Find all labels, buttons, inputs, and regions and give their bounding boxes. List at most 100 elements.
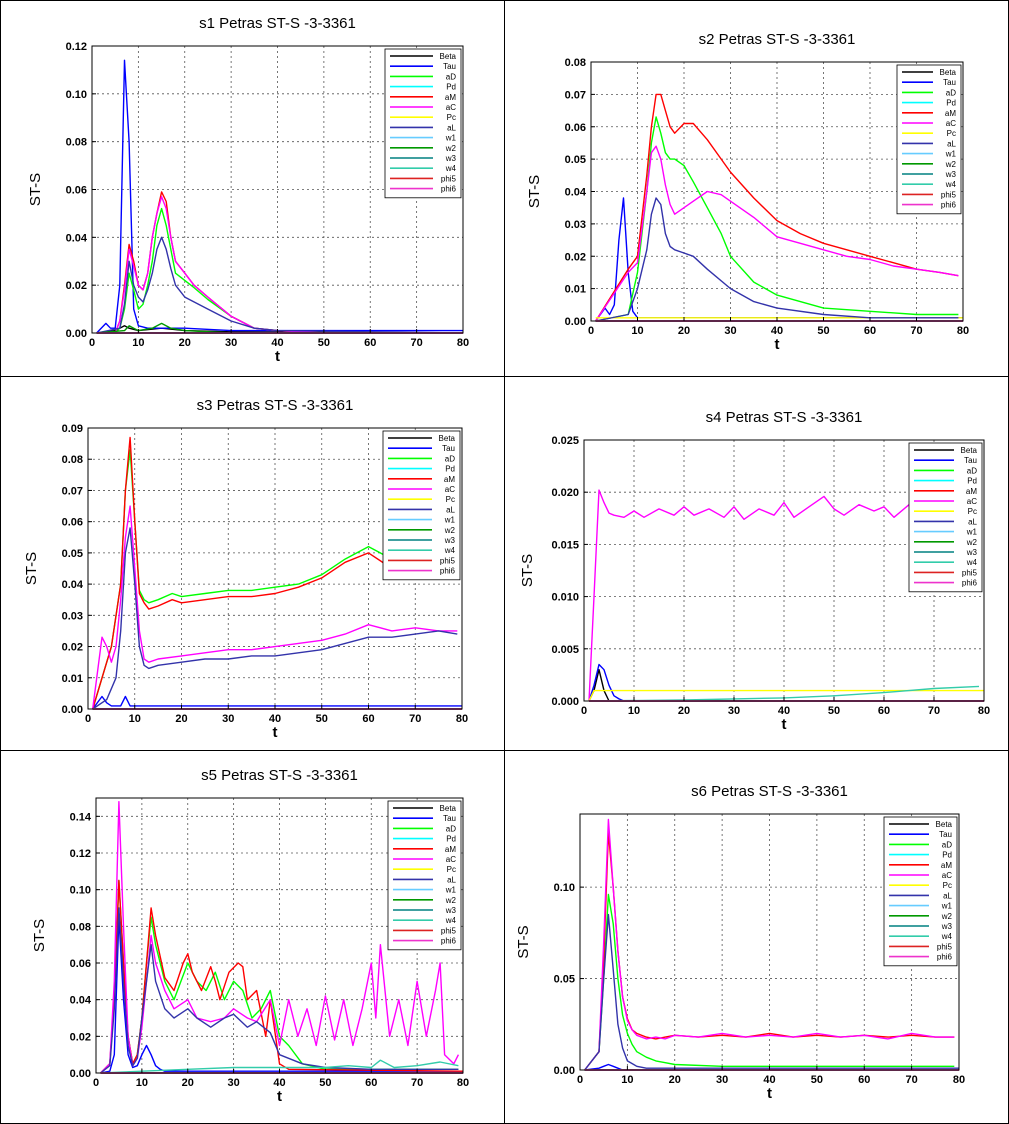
legend-label: Tau: [943, 78, 956, 87]
legend-label: Tau: [442, 444, 455, 453]
x-tick-label: 20: [182, 1077, 194, 1089]
x-tick-label: 70: [910, 325, 922, 337]
y-axis-label: ST-S: [27, 173, 44, 206]
x-tick-label: 30: [228, 1077, 240, 1089]
y-axis-label: ST-S: [526, 175, 543, 208]
x-tick-label: 70: [906, 1074, 918, 1086]
legend-label: aM: [945, 109, 956, 118]
legend-label: w3: [445, 154, 457, 163]
x-tick-label: 10: [628, 705, 640, 717]
legend-label: phi5: [441, 174, 457, 183]
x-tick-label: 0: [89, 337, 95, 349]
x-tick-label: 20: [678, 325, 690, 337]
y-tick-label: 0.01: [62, 673, 83, 685]
x-tick-label: 60: [864, 325, 876, 337]
series-line-ad: [96, 207, 463, 334]
y-tick-label: 0.14: [70, 811, 92, 823]
y-tick-label: 0.025: [551, 435, 579, 447]
legend-label: aD: [446, 72, 456, 81]
legend-label: w1: [445, 134, 457, 143]
legend-label: phi6: [941, 201, 957, 210]
legend-label: Pd: [445, 465, 455, 474]
legend-label: phi6: [441, 937, 457, 946]
legend-label: phi5: [441, 926, 457, 935]
chart-title: s3 Petras ST-S -3-3361: [197, 397, 354, 414]
x-tick-label: 20: [678, 705, 690, 717]
x-tick-label: 50: [318, 337, 330, 349]
legend-label: phi5: [440, 556, 456, 565]
x-tick-label: 80: [953, 1074, 965, 1086]
chart-title: s5 Petras ST-S -3-3361: [201, 767, 358, 784]
legend-label: aD: [445, 454, 455, 463]
chart-panel-1: s1 Petras ST-S -3-3361 0 10 20 30 40 50 60 70 80 0…: [0, 0, 504, 376]
x-tick-label: 70: [409, 713, 421, 725]
x-tick-label: 0: [581, 705, 587, 717]
chart-panel-3: s3 Petras ST-S -3-3361 0 10 20 30 40 50 60 70 80 0…: [0, 376, 504, 750]
legend-label: aC: [445, 485, 455, 494]
y-axis-label: ST-S: [519, 554, 536, 587]
x-axis-label: t: [767, 1085, 772, 1102]
y-tick-label: 0.005: [551, 644, 579, 656]
y-tick-label: 0.10: [554, 882, 575, 894]
legend-label: Beta: [440, 52, 457, 61]
legend-label: phi5: [962, 568, 978, 577]
legend-label: aM: [966, 487, 977, 496]
chart-title: s6 Petras ST-S -3-3361: [691, 783, 848, 800]
x-tick-label: 0: [588, 325, 594, 337]
y-tick-label: 0.04: [70, 995, 92, 1007]
x-tick-label: 10: [136, 1077, 148, 1089]
x-tick-label: 20: [175, 713, 187, 725]
x-tick-label: 0: [85, 713, 91, 725]
legend-label: Pc: [947, 129, 956, 138]
x-tick-label: 50: [316, 713, 328, 725]
x-tick-label: 80: [456, 713, 468, 725]
x-tick-label: 0: [577, 1074, 583, 1086]
chart-title: s2 Petras ST-S -3-3361: [699, 31, 856, 48]
y-axis-label: ST-S: [515, 925, 532, 958]
x-tick-label: 50: [811, 1074, 823, 1086]
legend-label: w2: [445, 144, 457, 153]
legend-label: aD: [942, 840, 952, 849]
y-tick-label: 0.12: [70, 848, 91, 860]
legend-label: w4: [445, 916, 457, 925]
series-line-tau: [588, 663, 984, 702]
y-tick-label: 0.010: [551, 592, 579, 604]
legend-label: w3: [941, 922, 953, 931]
y-tick-label: 0.09: [62, 423, 83, 435]
x-tick-label: 60: [364, 337, 376, 349]
y-tick-label: 0.02: [62, 642, 83, 654]
legend-label: w4: [445, 164, 457, 173]
y-axis-label: ST-S: [31, 919, 48, 952]
legend-label: Tau: [443, 62, 456, 71]
x-tick-label: 10: [621, 1074, 633, 1086]
x-tick-label: 10: [631, 325, 643, 337]
x-axis-label: t: [275, 348, 280, 365]
legend-label: aL: [947, 139, 956, 148]
legend-label: aD: [967, 466, 977, 475]
y-tick-label: 0.06: [565, 122, 586, 134]
legend-label: aD: [446, 824, 456, 833]
y-tick-label: 0.05: [62, 548, 83, 560]
y-tick-label: 0.05: [565, 154, 586, 166]
legend-label: w1: [444, 516, 456, 525]
y-tick-label: 0.08: [62, 454, 83, 466]
y-tick-label: 0.00: [565, 316, 586, 328]
x-tick-label: 30: [724, 325, 736, 337]
y-tick-label: 0.08: [66, 137, 87, 149]
y-tick-label: 0.00: [70, 1068, 91, 1080]
y-tick-label: 0.06: [70, 958, 91, 970]
y-tick-label: 0.05: [554, 974, 575, 986]
x-tick-label: 50: [319, 1077, 331, 1089]
legend-label: aC: [942, 871, 952, 880]
legend-label: aC: [446, 103, 456, 112]
legend-label: Pd: [967, 477, 977, 486]
x-tick-label: 80: [957, 325, 969, 337]
y-tick-label: 0.10: [70, 885, 91, 897]
legend-label: aM: [444, 475, 455, 484]
x-tick-label: 10: [129, 713, 141, 725]
